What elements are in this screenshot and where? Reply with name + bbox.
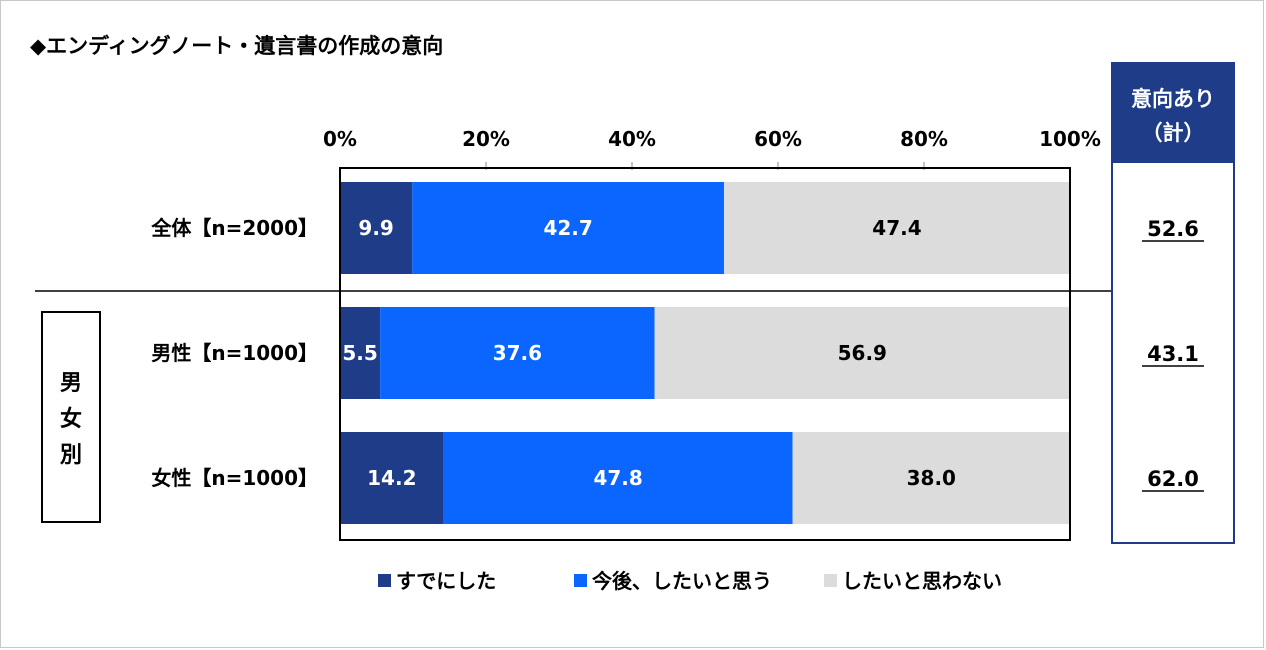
group-label-char: 別 (60, 443, 82, 468)
chart-title: ◆エンディングノート・遺言書の作成の意向 (30, 34, 444, 58)
x-tick-label: 100% (1039, 127, 1101, 151)
bar-segment-2 (443, 432, 793, 524)
legend-entry: 今後、したいと思う (592, 569, 772, 593)
legend-entry: すでにした (396, 569, 496, 593)
x-tick-label: 60% (754, 127, 802, 151)
legend-swatch (824, 574, 837, 587)
data-label: 47.4 (872, 216, 921, 240)
side-column-header (1112, 63, 1234, 163)
bar-segment-3 (792, 432, 1070, 524)
bar-segment-1 (340, 307, 381, 399)
data-label: 9.9 (358, 216, 393, 240)
bar-segment-1 (340, 182, 413, 274)
x-tick-label: 0% (323, 127, 357, 151)
x-tick-label: 80% (900, 127, 948, 151)
data-label: 14.2 (367, 466, 416, 490)
group-label-char: 女 (60, 406, 82, 432)
legend-swatch (574, 574, 587, 587)
x-tick-label: 40% (608, 127, 656, 151)
category-label: 女性【n=1000】 (151, 466, 318, 490)
group-label-box (41, 311, 101, 523)
category-label: 全体【n=2000】 (150, 216, 318, 240)
legend-entry: したいと思わない (842, 569, 1002, 593)
bar-segment-2 (412, 182, 724, 274)
side-column-header-line2: （計） (1142, 121, 1205, 145)
bar-segment-3 (654, 307, 1070, 399)
group-label-char: 男 (60, 371, 82, 396)
plot-frame (339, 167, 1071, 541)
data-label: 38.0 (907, 466, 956, 490)
category-label: 男性【n=1000】 (151, 341, 318, 365)
bar-segment-1 (340, 432, 444, 524)
bar-segment-2 (380, 307, 655, 399)
x-tick-label: 20% (462, 127, 510, 151)
side-column-header-line1: 意向あり (1131, 87, 1215, 111)
side-column-value: 43.1 (1147, 342, 1199, 366)
side-column-value: 62.0 (1147, 467, 1199, 491)
data-label: 5.5 (342, 341, 377, 365)
data-label: 42.7 (543, 216, 592, 240)
bar-segment-3 (723, 182, 1070, 274)
data-label: 37.6 (493, 341, 542, 365)
data-label: 56.9 (838, 341, 887, 365)
side-column-value: 52.6 (1147, 217, 1199, 241)
data-label: 47.8 (593, 466, 642, 490)
legend-swatch (378, 574, 391, 587)
